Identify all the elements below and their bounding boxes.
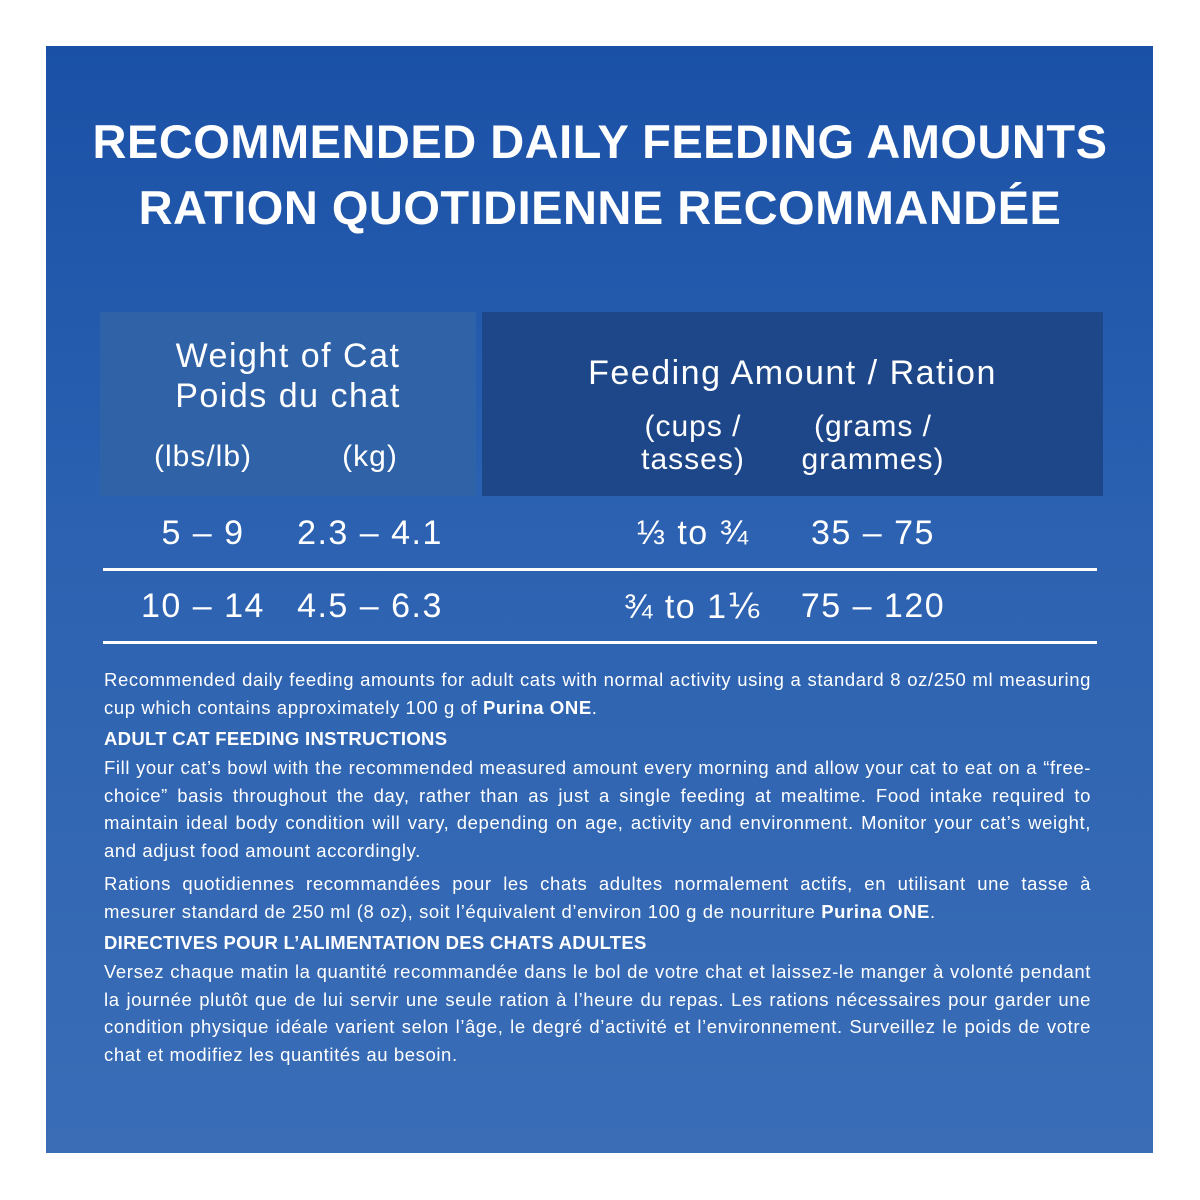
text: Rations quotidiennes recommandées pour l…	[104, 873, 1091, 922]
paragraph: Recommended daily feeding amounts for ad…	[104, 666, 1091, 721]
header-label: Feeding Amount / Ration	[588, 354, 997, 392]
header-cell	[100, 312, 476, 496]
table-cell: 35 – 75	[811, 514, 935, 552]
brand: Purina ONE	[821, 900, 931, 922]
table-cell: 4.5 – 6.3	[297, 587, 443, 625]
unit-label: (lbs/lb)	[153, 440, 252, 473]
header-cell	[482, 312, 1103, 496]
heading: ADULT CAT FEEDING INSTRUCTIONS	[104, 728, 448, 749]
table-cell: 10 – 14	[141, 587, 265, 625]
table-cell: ¾ to 1⅙	[624, 588, 762, 626]
table-cell: 5 – 9	[161, 514, 245, 552]
unit-label: grammes)	[801, 443, 945, 476]
table-cell: ⅓ to ¾	[636, 514, 750, 552]
text: .	[930, 900, 936, 922]
heading: DIRECTIVES POUR L’ALIMENTATION DES CHATS…	[104, 932, 647, 953]
text: .	[591, 696, 598, 718]
brand: Purina ONE	[482, 696, 592, 718]
unit-label: (cups /	[644, 410, 742, 443]
text: Recommended daily feeding amounts for ad…	[104, 669, 1091, 718]
title: RATION QUOTIDIENNE RECOMMANDÉE	[138, 181, 1062, 234]
paragraph: Versez chaque matin la quantité recomman…	[104, 961, 1091, 1065]
row-divider	[103, 641, 1097, 644]
paragraph: Fill your cat’s bowl with the recommende…	[104, 757, 1091, 861]
header-label: Weight of Cat	[175, 337, 401, 375]
row-divider	[103, 568, 1097, 571]
unit-label: (kg)	[342, 440, 398, 473]
unit-label: tasses)	[641, 443, 745, 476]
table-cell: 2.3 – 4.1	[297, 514, 443, 552]
table-cell: 75 – 120	[800, 587, 946, 625]
unit-label: (grams /	[813, 410, 932, 443]
paragraph: Rations quotidiennes recommandées pour l…	[104, 870, 1091, 925]
header-label: Poids du chat	[175, 377, 401, 415]
background-panel	[46, 46, 1153, 1153]
title: RECOMMENDED DAILY FEEDING AMOUNTS	[92, 115, 1108, 168]
